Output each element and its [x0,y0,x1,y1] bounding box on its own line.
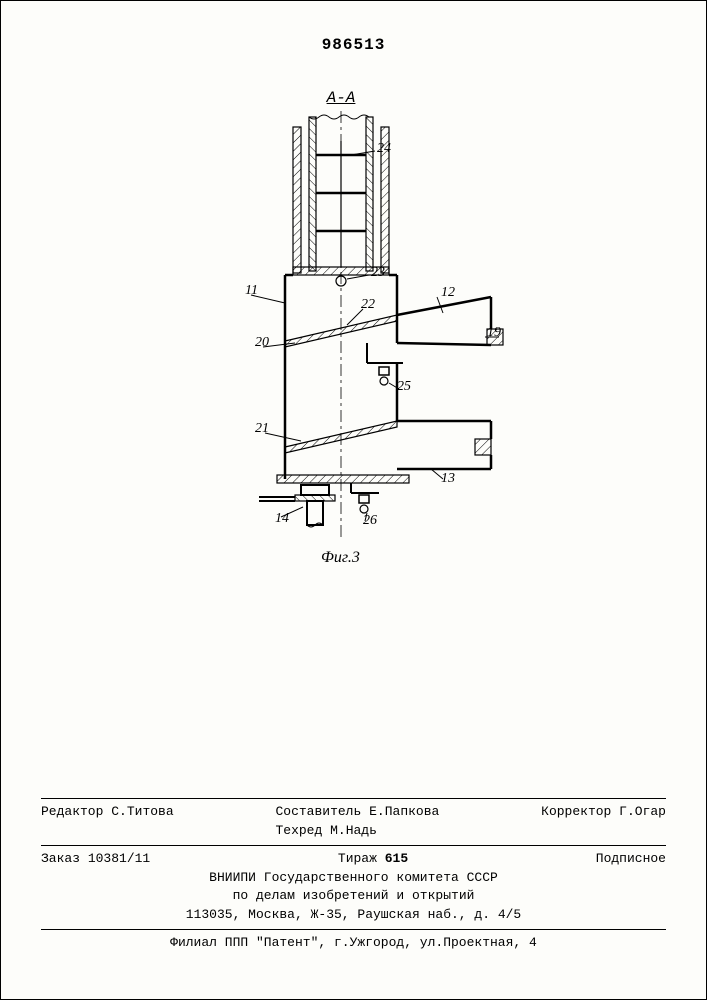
doc-number: 986513 [1,36,706,54]
org-line-1: ВНИИПИ Государственного комитета СССР [41,869,666,888]
corrector-line: Корректор Г.Огар [541,803,666,841]
org-line-2: по делам изобретений и открытий [41,887,666,906]
technical-drawing [151,81,631,581]
colophon: Редактор С.Титова Составитель Е.Папкова … [41,794,666,953]
circulation-line: Тираж 615 [338,850,408,869]
editor-line: Редактор С.Титова [41,803,174,841]
org-line-3: 113035, Москва, Ж-35, Раушская наб., д. … [41,906,666,925]
compiler-line: Составитель Е.Папкова Техред М.Надь [275,803,439,841]
order-line: Заказ 10381/11 [41,850,150,869]
figure-area: А-А 24 23 11 22 12 19 20 25 21 13 14 26 … [41,81,661,601]
subscription-line: Подписное [596,850,666,869]
patent-page: 986513 А-А 24 23 11 22 12 19 20 25 21 13… [0,0,707,1000]
branch-line: Филиал ППП "Патент", г.Ужгород, ул.Проек… [41,934,666,953]
